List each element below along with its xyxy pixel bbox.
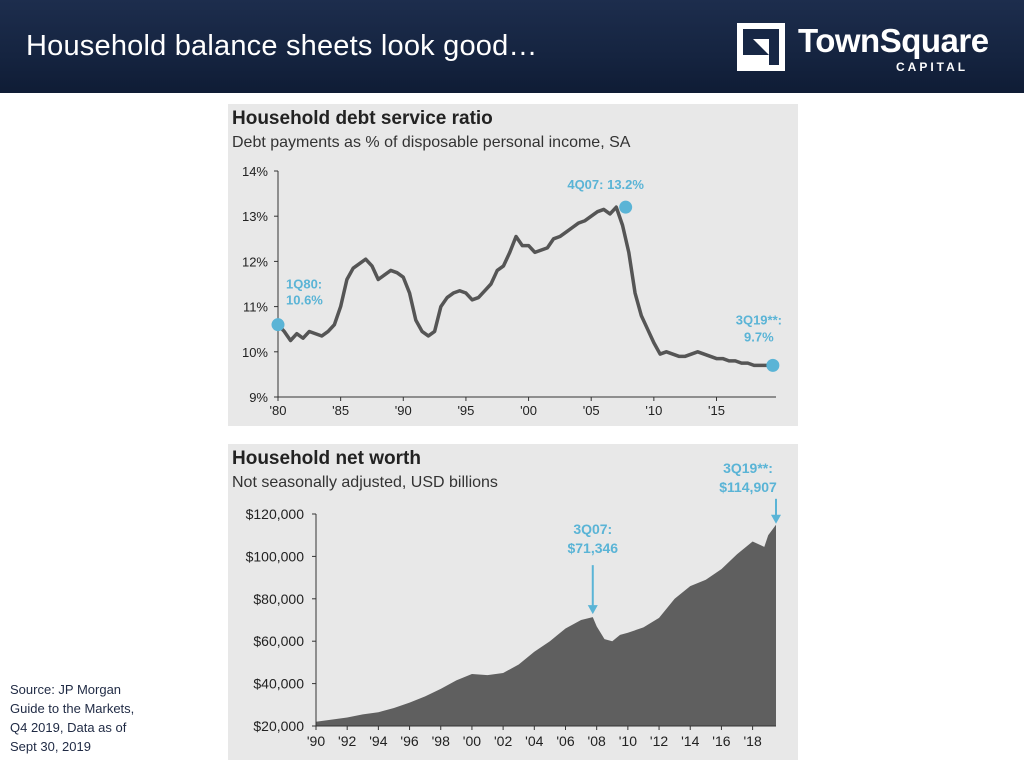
source-line: Q4 2019, Data as of: [10, 720, 127, 735]
net-worth-panel: Household net worth Not seasonally adjus…: [228, 444, 798, 760]
x-tick-label: '10: [645, 403, 662, 418]
x-tick-label: '98: [432, 733, 450, 749]
net-worth-chart: $20,000 $40,000 $60,000 $80,000 $100,000 $120…: [246, 460, 781, 749]
x-tick-label: '94: [369, 733, 387, 749]
debt-service-chart: 9% 10% 11% 12% 13% 14% '80 '85 '90 '95 '00 '05 '10 '1…: [242, 164, 782, 418]
x-tick-label: '12: [650, 733, 668, 749]
y-tick-label: 9%: [249, 390, 268, 405]
brand-logo: TownSquare CAPITAL: [736, 22, 996, 74]
annotation-label: 3Q07:: [573, 521, 612, 537]
annotation-arrow-head: [587, 605, 598, 615]
y-tick-label: $20,000: [253, 718, 304, 734]
chart-2-subtitle: Not seasonally adjusted, USD billions: [232, 474, 498, 491]
y-tick-label: 10%: [242, 345, 268, 360]
y-tick-label: 12%: [242, 254, 268, 269]
annotation-marker: [766, 358, 780, 372]
x-tick-label: '15: [708, 403, 725, 418]
annotation-label: 3Q19**:: [736, 312, 782, 327]
slide-header: Household balance sheets look good… Town…: [0, 0, 1024, 93]
source-line: Guide to the Markets,: [10, 701, 135, 716]
y-tick-label: 13%: [242, 209, 268, 224]
annotation-label: 3Q19**:: [723, 460, 773, 476]
x-tick-label: '05: [583, 403, 600, 418]
x-tick-label: '90: [307, 733, 325, 749]
chart-1-subtitle: Debt payments as % of disposable persona…: [232, 134, 631, 151]
annotation-label: 4Q07: 13.2%: [567, 177, 644, 192]
annotation-marker: [271, 318, 285, 332]
x-tick-label: '10: [619, 733, 637, 749]
x-tick-label: '80: [270, 403, 287, 418]
annotation-label: $71,346: [567, 540, 618, 556]
x-tick-label: '00: [520, 403, 537, 418]
x-tick-label: '14: [681, 733, 699, 749]
x-tick-label: '04: [525, 733, 543, 749]
square-fold-logo-icon: [737, 23, 785, 71]
source-line: Source: JP Morgan: [10, 682, 122, 697]
x-tick-label: '00: [463, 733, 481, 749]
source-line: Sept 30, 2019: [10, 739, 91, 754]
y-tick-label: $60,000: [253, 633, 304, 649]
net-worth-series-area: [316, 524, 776, 726]
x-tick-label: '90: [395, 403, 412, 418]
chart-2-title: Household net worth: [232, 448, 421, 469]
y-tick-label: 14%: [242, 164, 268, 179]
x-tick-label: '02: [494, 733, 512, 749]
y-tick-label: $40,000: [253, 676, 304, 692]
y-tick-label: $80,000: [253, 591, 304, 607]
annotation-label: 1Q80:: [286, 277, 322, 292]
x-tick-label: '95: [457, 403, 474, 418]
x-tick-label: '08: [588, 733, 606, 749]
x-tick-label: '06: [556, 733, 574, 749]
brand-subtitle: CAPITAL: [896, 60, 969, 74]
annotation-arrow-head: [771, 514, 781, 524]
x-tick-label: '96: [400, 733, 418, 749]
annotation-label: 10.6%: [286, 293, 323, 308]
debt-service-panel: Household debt service ratio Debt paymen…: [228, 104, 798, 426]
y-tick-label: $100,000: [246, 548, 305, 564]
chart-1-title: Household debt service ratio: [232, 108, 493, 129]
brand-name: TownSquare: [798, 22, 989, 59]
x-tick-label: '85: [332, 403, 349, 418]
x-tick-label: '18: [743, 733, 761, 749]
x-tick-label: '92: [338, 733, 356, 749]
debt-ratio-series-line: [276, 205, 773, 368]
source-note: Source: JP Morgan Guide to the Markets, …: [10, 680, 170, 756]
annotation-marker: [619, 200, 633, 214]
slide-title: Household balance sheets look good…: [26, 30, 538, 62]
y-tick-label: $120,000: [246, 506, 305, 522]
y-tick-label: 11%: [243, 300, 268, 315]
x-tick-label: '16: [712, 733, 730, 749]
annotation-label: $114,907: [719, 479, 777, 495]
annotation-label: 9.7%: [744, 329, 774, 344]
